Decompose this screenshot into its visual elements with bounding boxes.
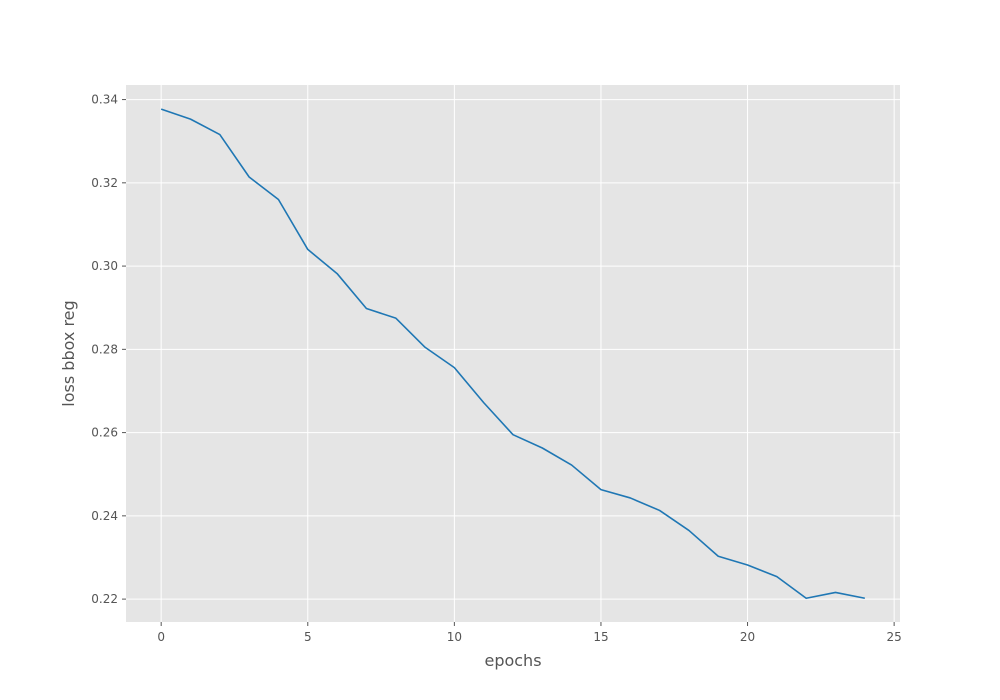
y-tick-label: 0.34 (91, 93, 118, 107)
plot-area (126, 85, 900, 622)
y-axis-label: loss bbox reg (59, 300, 78, 406)
y-tick-label: 0.30 (91, 259, 118, 273)
x-tick-label: 10 (447, 630, 462, 644)
series-layer (160, 108, 865, 600)
x-tick-label: 25 (886, 630, 901, 644)
y-tick-label: 0.22 (91, 592, 118, 606)
x-tick-label: 15 (593, 630, 608, 644)
x-axis-label: epochs (484, 651, 541, 670)
x-tick-label: 0 (157, 630, 165, 644)
y-tick-label: 0.26 (91, 426, 118, 440)
y-tick-label: 0.24 (91, 509, 118, 523)
y-axis-ticks: 0.22 0.24 0.26 0.28 0.30 0.32 0.34 (91, 93, 126, 606)
series-line (160, 108, 865, 600)
grid-lines (126, 85, 900, 622)
y-tick-label: 0.28 (91, 342, 118, 356)
x-axis-ticks: 0 5 10 15 20 25 (157, 622, 902, 644)
x-tick-label: 5 (304, 630, 312, 644)
y-tick-label: 0.32 (91, 176, 118, 190)
x-tick-label: 20 (740, 630, 755, 644)
